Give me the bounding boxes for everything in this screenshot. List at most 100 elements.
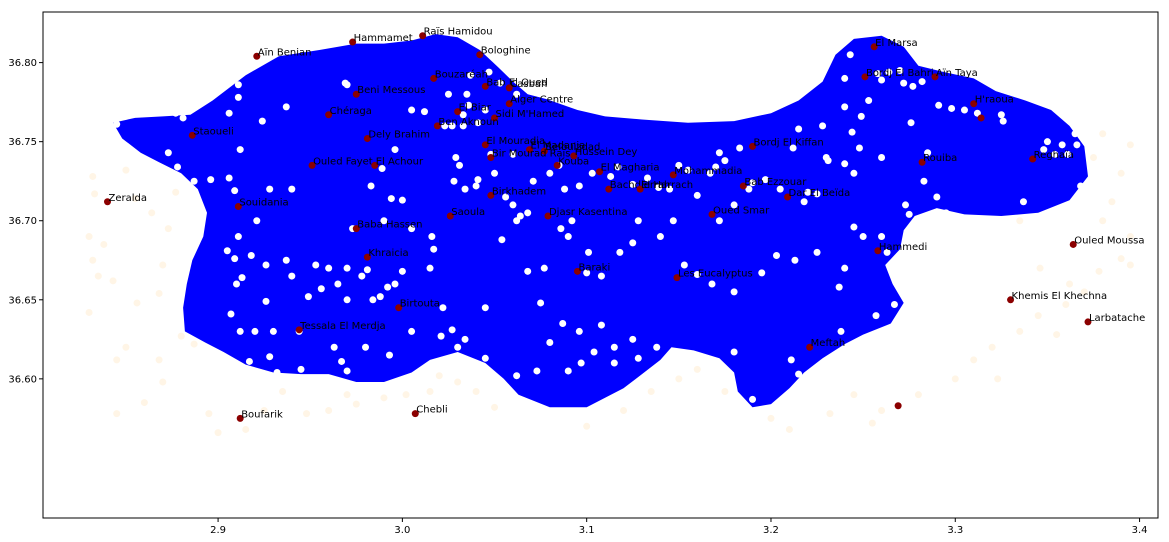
- unlabeled-point: [819, 359, 827, 367]
- unlabeled-point: [629, 180, 637, 188]
- labeled-point: [708, 210, 716, 218]
- unlabeled-point: [380, 217, 388, 225]
- unlabeled-point: [179, 114, 187, 122]
- point-label: Bab El Oued: [486, 77, 548, 88]
- unlabeled-point: [317, 285, 325, 293]
- labeled-point: [363, 253, 371, 261]
- unlabeled-point: [297, 365, 305, 373]
- point-label: Zeralda: [109, 193, 148, 204]
- outside-point: [148, 209, 156, 217]
- point-label: Kouba: [558, 156, 589, 167]
- unlabeled-point: [253, 217, 261, 225]
- unlabeled-point: [485, 68, 493, 76]
- unlabeled-point: [238, 274, 246, 282]
- unlabeled-point: [736, 144, 744, 152]
- outside-point: [380, 394, 388, 402]
- unlabeled-point: [437, 332, 445, 340]
- labeled-point: [1007, 296, 1015, 304]
- unlabeled-points-layer: [113, 49, 1085, 411]
- unlabeled-point: [448, 122, 456, 130]
- unlabeled-point: [1064, 150, 1072, 158]
- outside-point: [113, 356, 121, 364]
- unlabeled-point: [666, 185, 674, 193]
- outside-point: [988, 343, 996, 351]
- unlabeled-point: [338, 357, 346, 365]
- unlabeled-point: [629, 335, 637, 343]
- y-tick-label: 36.80: [8, 58, 37, 69]
- point-label: Bouzaréah: [435, 68, 488, 80]
- unlabeled-point: [610, 359, 618, 367]
- point-label: Alger Centre: [510, 95, 573, 106]
- unlabeled-point: [935, 101, 943, 109]
- unlabeled-point: [190, 177, 198, 185]
- unlabeled-point: [247, 252, 255, 260]
- unlabeled-point: [343, 264, 351, 272]
- outside-point: [131, 195, 139, 203]
- unlabeled-point: [258, 117, 266, 125]
- point-label: Bab Ezzouar: [744, 177, 807, 188]
- point-label: Chéraga: [330, 105, 372, 117]
- unlabeled-point: [481, 106, 489, 114]
- outside-point: [472, 388, 480, 395]
- outside-point: [721, 388, 729, 395]
- x-tick: 3.4: [1132, 518, 1148, 536]
- unlabeled-point: [225, 109, 233, 117]
- unlabeled-point: [614, 163, 622, 171]
- unlabeled-point: [568, 217, 576, 225]
- labeled-point: [553, 161, 561, 169]
- y-tick-label: 36.75: [8, 137, 37, 148]
- unlabeled-point: [730, 348, 738, 356]
- unlabeled-point: [712, 163, 720, 171]
- unlabeled-point: [933, 193, 941, 201]
- point-label: Dar El Beïda: [789, 188, 851, 199]
- point-label: Ouled Moussa: [1074, 235, 1144, 246]
- unlabeled-point: [546, 169, 554, 177]
- unlabeled-point: [115, 146, 123, 154]
- unlabeled-point: [634, 354, 642, 362]
- point-label: Bir Mourad Raïs: [492, 148, 571, 159]
- unlabeled-point: [225, 174, 233, 182]
- unlabeled-point: [874, 70, 882, 78]
- unlabeled-point: [491, 169, 499, 177]
- point-label: El Achour: [376, 156, 424, 167]
- point-label: Souidania: [239, 197, 288, 208]
- unlabeled-point: [225, 357, 233, 365]
- unlabeled-point: [454, 343, 462, 351]
- outside-point: [89, 256, 97, 264]
- point-label: Rouiba: [923, 153, 957, 164]
- outside-point: [785, 425, 793, 433]
- unlabeled-point: [745, 185, 753, 193]
- labeled-point: [454, 108, 462, 116]
- labeled-point: [352, 90, 360, 98]
- unlabeled-point: [920, 177, 928, 185]
- unlabeled-point: [461, 335, 469, 343]
- unlabeled-point: [234, 93, 242, 101]
- unlabeled-point: [288, 272, 296, 280]
- labeled-point: [544, 212, 552, 220]
- point-label: H'raoua: [975, 95, 1014, 106]
- unlabeled-point: [262, 261, 270, 269]
- outside-point: [89, 172, 97, 180]
- unlabeled-point: [233, 280, 241, 288]
- outside-point: [205, 410, 213, 418]
- unlabeled-point: [878, 233, 886, 241]
- point-label: Hussein Dey: [575, 147, 638, 158]
- unlabeled-point: [273, 369, 281, 377]
- outside-point: [426, 388, 434, 395]
- labeled-point: [526, 146, 534, 154]
- unlabeled-point: [924, 149, 932, 157]
- point-label: Dely Brahim: [368, 130, 430, 141]
- x-tick-label: 3.0: [394, 525, 410, 536]
- outside-point: [1066, 280, 1074, 288]
- outside-point: [1089, 153, 1097, 161]
- outside-point: [91, 190, 99, 198]
- unlabeled-point: [890, 301, 898, 309]
- unlabeled-point: [266, 185, 274, 193]
- unlabeled-point: [408, 106, 416, 114]
- outside-point: [172, 188, 180, 196]
- labeled-point: [931, 73, 939, 81]
- unlabeled-point: [721, 157, 729, 165]
- labeled-point: [573, 267, 581, 275]
- y-axis-ticks: 36.60 36.65 36.70 36.75 36.80: [8, 58, 43, 385]
